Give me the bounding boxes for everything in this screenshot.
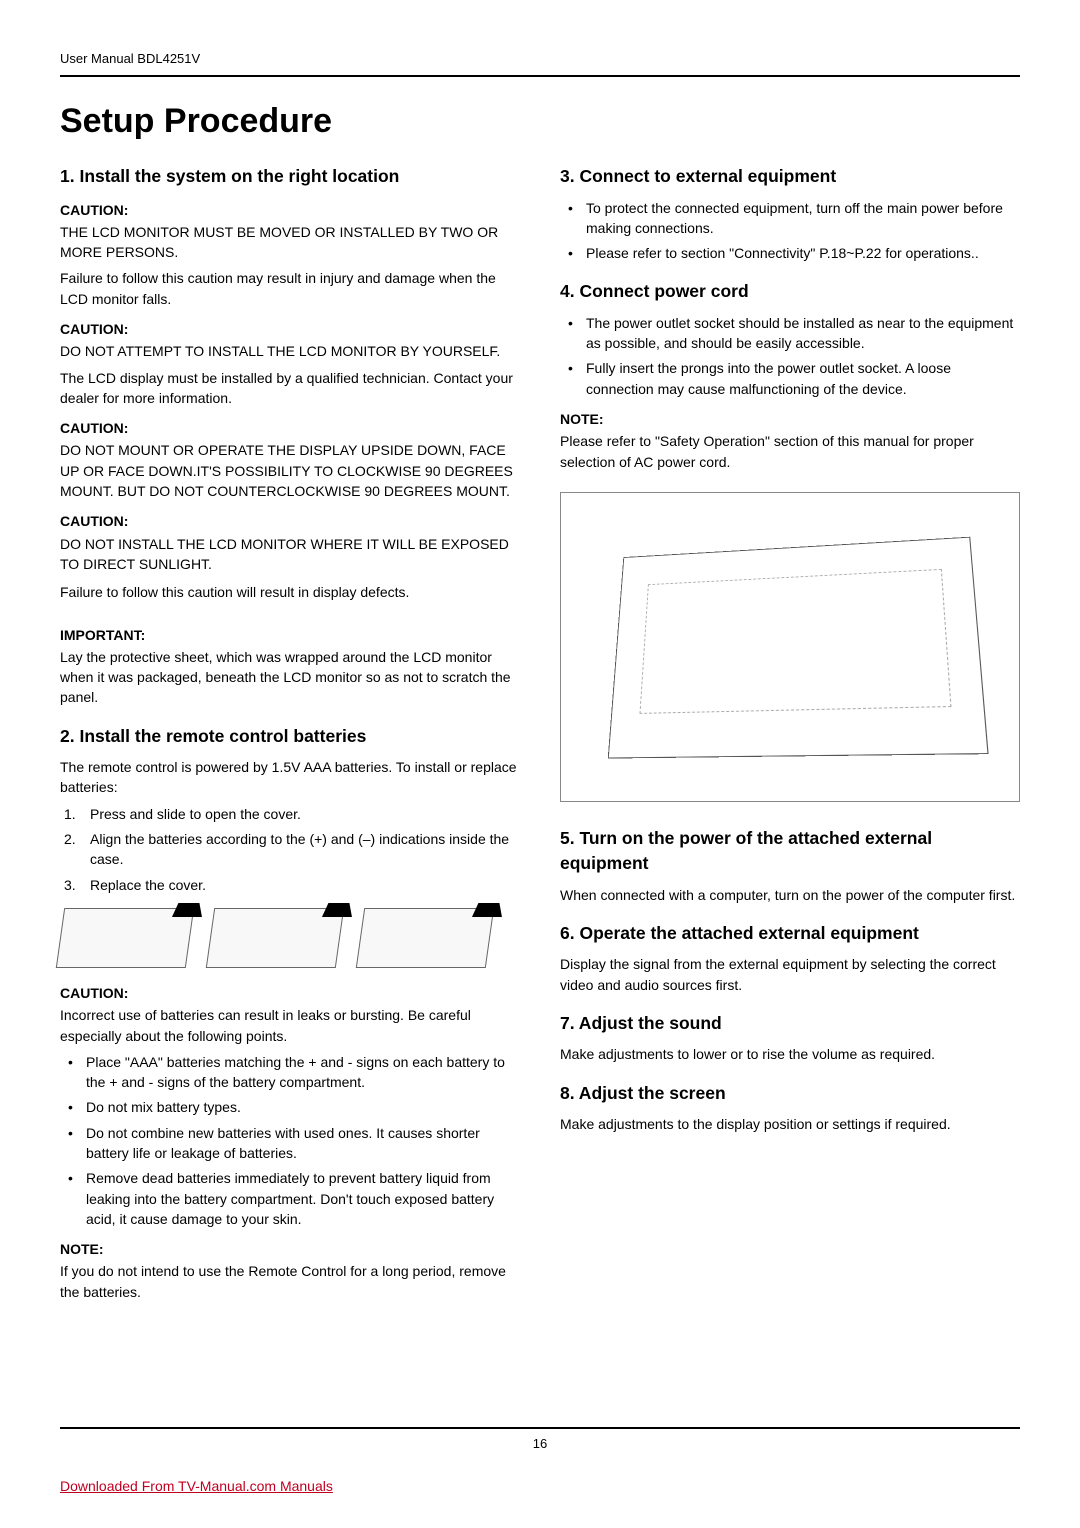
install-steps-list: 1.Press and slide to open the cover. 2.A…	[60, 804, 520, 895]
section-3-heading: 3. Connect to external equipment	[560, 164, 1020, 189]
section-4-heading: 4. Connect power cord	[560, 279, 1020, 304]
important-text: Lay the protective sheet, which was wrap…	[60, 647, 520, 708]
left-column: 1. Install the system on the right locat…	[60, 164, 520, 1308]
important-label: IMPORTANT:	[60, 625, 520, 645]
page-title: Setup Procedure	[60, 97, 1020, 146]
section-4-list: The power outlet socket should be instal…	[560, 313, 1020, 399]
caution-label: CAUTION:	[60, 511, 520, 531]
caution-text: DO NOT INSTALL THE LCD MONITOR WHERE IT …	[60, 534, 520, 575]
section-5-heading: 5. Turn on the power of the attached ext…	[560, 826, 1020, 877]
section-2-intro: The remote control is powered by 1.5V AA…	[60, 757, 520, 798]
monitor-diagram	[560, 492, 1020, 802]
note-text: If you do not intend to use the Remote C…	[60, 1261, 520, 1302]
battery-step-icon	[206, 908, 344, 968]
caution-label: CAUTION:	[60, 319, 520, 339]
caution-text: DO NOT ATTEMPT TO INSTALL THE LCD MONITO…	[60, 341, 520, 361]
section-2-heading: 2. Install the remote control batteries	[60, 724, 520, 749]
list-item: Fully insert the prongs into the power o…	[564, 358, 1020, 399]
caution-text: The LCD display must be installed by a q…	[60, 368, 520, 409]
caution-text: DO NOT MOUNT OR OPERATE THE DISPLAY UPSI…	[60, 440, 520, 501]
header-text: User Manual BDL4251V	[60, 50, 1020, 77]
caution-text: THE LCD MONITOR MUST BE MOVED OR INSTALL…	[60, 222, 520, 263]
page-number: 16	[60, 1427, 1020, 1454]
caution-label: CAUTION:	[60, 418, 520, 438]
caution-intro: Incorrect use of batteries can result in…	[60, 1005, 520, 1046]
list-item: Remove dead batteries immediately to pre…	[64, 1168, 520, 1229]
monitor-box-icon	[608, 537, 989, 758]
list-item: Do not combine new batteries with used o…	[64, 1123, 520, 1164]
note-text: Please refer to "Safety Operation" secti…	[560, 431, 1020, 472]
battery-cautions-list: Place "AAA" batteries matching the + and…	[60, 1052, 520, 1229]
note-label: NOTE:	[560, 409, 1020, 429]
section-8-heading: 8. Adjust the screen	[560, 1081, 1020, 1106]
list-item: To protect the connected equipment, turn…	[564, 198, 1020, 239]
content-columns: 1. Install the system on the right locat…	[60, 164, 1020, 1308]
caution-text: Failure to follow this caution will resu…	[60, 582, 520, 602]
list-item: Please refer to section "Connectivity" P…	[564, 243, 1020, 263]
caution-label: CAUTION:	[60, 200, 520, 220]
section-6-text: Display the signal from the external equ…	[560, 954, 1020, 995]
right-column: 3. Connect to external equipment To prot…	[560, 164, 1020, 1308]
battery-diagram	[60, 903, 520, 973]
step-text: Align the batteries according to the (+)…	[90, 831, 509, 867]
list-item: Place "AAA" batteries matching the + and…	[64, 1052, 520, 1093]
section-6-heading: 6. Operate the attached external equipme…	[560, 921, 1020, 946]
note-label: NOTE:	[60, 1239, 520, 1259]
section-3-list: To protect the connected equipment, turn…	[560, 198, 1020, 264]
section-7-text: Make adjustments to lower or to rise the…	[560, 1044, 1020, 1064]
section-8-text: Make adjustments to the display position…	[560, 1114, 1020, 1134]
battery-step-icon	[56, 908, 194, 968]
section-7-heading: 7. Adjust the sound	[560, 1011, 1020, 1036]
caution-label: CAUTION:	[60, 983, 520, 1003]
list-item: Do not mix battery types.	[64, 1097, 520, 1117]
caution-text: Failure to follow this caution may resul…	[60, 268, 520, 309]
list-item: The power outlet socket should be instal…	[564, 313, 1020, 354]
list-item: 1.Press and slide to open the cover.	[64, 804, 520, 824]
page-footer: 16 Downloaded From TV-Manual.com Manuals	[60, 1427, 1020, 1498]
battery-step-icon	[356, 908, 494, 968]
step-text: Replace the cover.	[90, 877, 206, 893]
list-item: 3.Replace the cover.	[64, 875, 520, 895]
step-text: Press and slide to open the cover.	[90, 806, 301, 822]
download-link[interactable]: Downloaded From TV-Manual.com Manuals	[60, 1478, 333, 1494]
section-5-text: When connected with a computer, turn on …	[560, 885, 1020, 905]
section-1-heading: 1. Install the system on the right locat…	[60, 164, 520, 189]
list-item: 2.Align the batteries according to the (…	[64, 829, 520, 870]
